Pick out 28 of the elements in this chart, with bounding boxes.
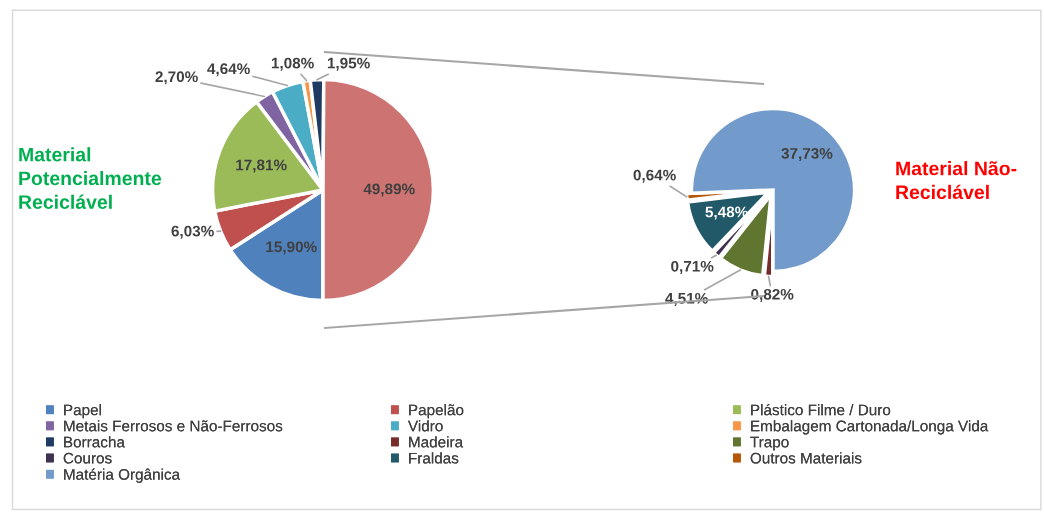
legend-label: Couros [63, 452, 112, 464]
legend-label: Vidro [407, 420, 443, 432]
legend-label: Outros Materiais [750, 452, 862, 464]
data-label: 4,64% [207, 63, 250, 77]
legend-label: Metais Ferrosos e Não-Ferrosos [64, 420, 283, 432]
legend-label: Matéria Orgânica [64, 468, 181, 483]
data-label: 49,89% [363, 183, 415, 197]
legend-label: Trapo [750, 436, 789, 451]
legend-label: Plástico Filme / Duro [751, 403, 891, 416]
data-label: 17,81% [236, 159, 287, 173]
data-label: 37,73% [781, 147, 833, 162]
data-label: 6,03% [171, 225, 214, 239]
text: Material Não- Reciclável [896, 161, 1017, 200]
legend-label: Borracha [64, 436, 125, 448]
data-label: 0,82% [751, 288, 794, 302]
legend-label: Papel [64, 404, 101, 419]
text: Material Potencialmente Reciclável [19, 147, 162, 209]
data-label: 15,90% [266, 241, 317, 255]
legend-label: Papelão [409, 404, 464, 419]
legend-label: Madeira [409, 436, 464, 448]
data-label: 1,95% [327, 57, 370, 71]
data-label: 0,71% [671, 260, 714, 274]
data-label: 1,08% [271, 57, 314, 71]
legend-label: Embalagem Cartonada/Longa Vida [751, 420, 989, 435]
legend-label: Fraldas [409, 452, 459, 464]
data-label: 5,48% [705, 206, 748, 220]
data-label: 2,70% [155, 71, 198, 85]
data-label: 0,64% [633, 169, 676, 183]
